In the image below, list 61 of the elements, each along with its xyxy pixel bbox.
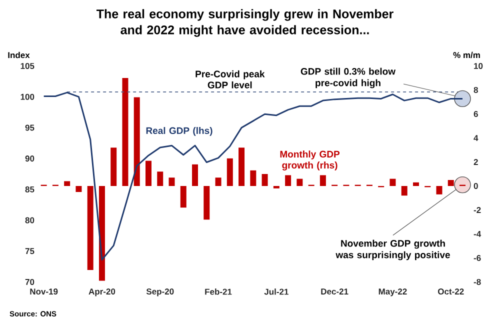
y2-tick-label: -2 — [474, 207, 481, 213]
bar — [87, 186, 94, 270]
annotation: November GDP growth was surprisingly positive — [336, 240, 450, 260]
bar — [436, 186, 442, 194]
chart-title: The real economy surprisingly grew in November and 2022 might have avoided recession... — [96, 9, 394, 37]
x-tick-label: Oct-22 — [438, 288, 464, 295]
bar — [390, 178, 396, 186]
bar — [285, 175, 292, 186]
series-label: Real GDP (lhs) — [146, 127, 212, 136]
y2-tick-label: -4 — [474, 231, 482, 237]
bar — [250, 170, 256, 186]
y-tick-label: 75 — [25, 248, 34, 254]
y2-tick-label: 10 — [474, 62, 483, 69]
annotation: GDP still 0.3% below pre-covid high — [300, 68, 396, 88]
bar — [238, 148, 245, 186]
y2-tick-label: -8 — [474, 278, 481, 285]
bar — [180, 186, 186, 208]
y2-tick-label: 0 — [474, 182, 478, 189]
y-tick-label: 90 — [25, 156, 34, 162]
x-tick-label: Jul-21 — [264, 288, 288, 295]
bar — [226, 158, 233, 186]
bar — [215, 178, 222, 186]
y2-tick-label: 6 — [474, 110, 478, 117]
y2-tick-label: 4 — [474, 135, 478, 141]
bar — [296, 178, 303, 186]
bar — [110, 148, 117, 186]
y-tick-label: 95 — [25, 124, 34, 131]
bar — [262, 174, 268, 186]
y-tick-label: 105 — [20, 62, 34, 69]
bar — [273, 186, 280, 188]
y2-axis-title: % m/m — [453, 52, 480, 58]
bar — [98, 186, 105, 281]
y-axis-title: Index — [8, 52, 30, 58]
y-tick-label: 70 — [25, 278, 34, 285]
x-tick-label: Dec-21 — [321, 288, 348, 295]
bar — [401, 186, 408, 196]
x-tick-label: Nov-19 — [30, 288, 58, 295]
bar — [122, 78, 128, 186]
series-label: Monthly GDP growth (rhs) — [280, 150, 340, 170]
bar — [448, 180, 454, 186]
bar — [64, 181, 70, 186]
y2-tick-label: 2 — [474, 159, 478, 165]
x-tick-label: Feb-21 — [205, 288, 232, 295]
bar — [134, 97, 140, 186]
bar — [168, 178, 175, 186]
bar — [412, 182, 419, 186]
y2-tick-label: 8 — [474, 86, 478, 93]
bar — [320, 175, 326, 186]
bar — [76, 186, 82, 192]
y-tick-label: 100 — [20, 94, 34, 100]
y-tick-label: 85 — [25, 186, 34, 192]
x-tick-label: Sep-20 — [146, 288, 174, 296]
bar — [145, 160, 152, 186]
bar — [192, 164, 198, 186]
bar — [204, 186, 210, 220]
y-tick-label: 80 — [25, 217, 34, 224]
ref-line-label: Pre-Covid peak GDP level — [196, 70, 265, 88]
x-tick-label: May-22 — [378, 288, 407, 296]
x-tick-label: Apr-20 — [88, 288, 116, 296]
bar — [157, 172, 164, 186]
y2-tick-label: -6 — [474, 254, 481, 261]
